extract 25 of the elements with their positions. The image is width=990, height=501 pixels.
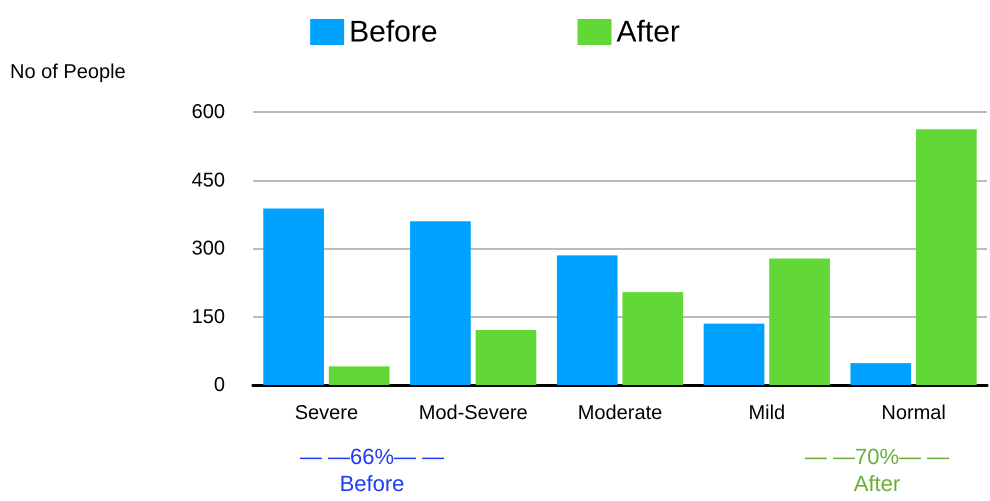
x-tick-label: Moderate <box>578 402 662 424</box>
y-tick-label: 450 <box>192 169 225 192</box>
x-tick-label: Normal <box>881 402 946 424</box>
bar <box>704 324 764 385</box>
x-tick-label: Mod-Severe <box>418 402 528 424</box>
bar <box>916 129 977 385</box>
y-tick-label: 300 <box>192 238 225 260</box>
bar <box>328 366 390 385</box>
bar <box>556 255 618 385</box>
y-tick-label: 150 <box>192 306 225 328</box>
bar <box>410 221 471 385</box>
text: — —66%— — Before <box>300 444 444 496</box>
bar <box>769 258 830 385</box>
x-tick-label: Mild <box>748 402 786 424</box>
x-tick-label: Severe <box>294 402 358 424</box>
y-tick-label: 600 <box>192 101 225 123</box>
text: — —70%— — After <box>804 444 950 496</box>
legend-label: After <box>616 16 680 48</box>
bar <box>622 292 684 385</box>
bar <box>263 208 324 385</box>
legend-label: Before <box>349 16 438 48</box>
y-axis-title: No of People <box>10 61 126 83</box>
y-tick-label: 0 <box>214 374 225 396</box>
bar <box>850 363 912 385</box>
bar <box>476 330 536 385</box>
